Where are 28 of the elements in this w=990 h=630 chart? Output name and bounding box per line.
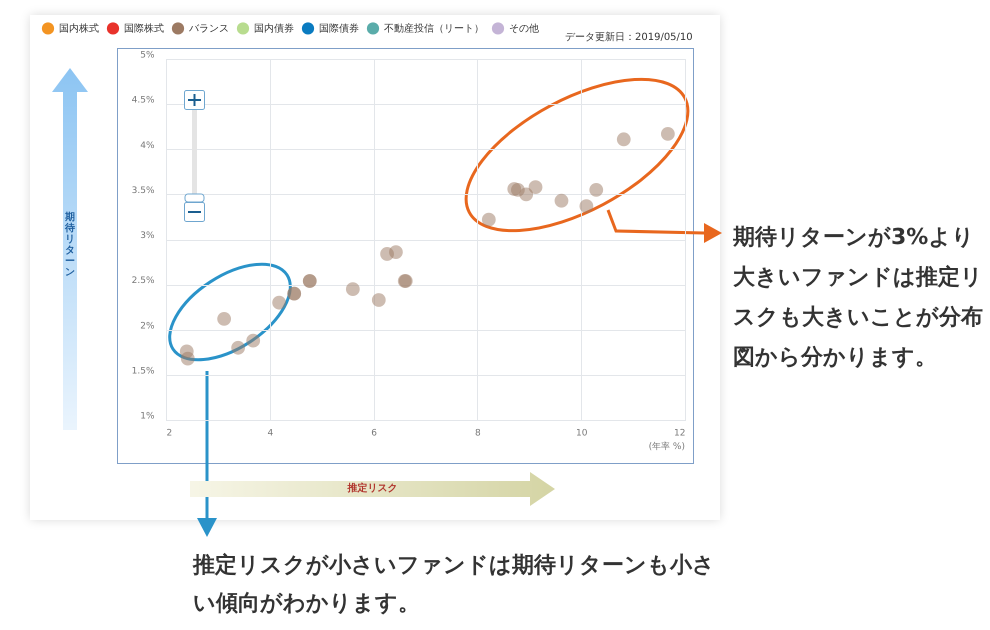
- y-tick-label: 3.5%: [132, 186, 155, 196]
- legend-label: 不動産投信（リート）: [384, 22, 484, 34]
- y-tick-label: 4.5%: [132, 96, 155, 106]
- x-axis-title: 推定リスク: [346, 481, 398, 495]
- legend-label: 国際債券: [319, 22, 359, 34]
- legend-label: 国内債券: [254, 22, 294, 34]
- x-tick-label: 2: [166, 428, 172, 438]
- x-tick-label: 10: [576, 428, 588, 438]
- y-tick-label: 4%: [140, 140, 155, 151]
- y-tick-label: 1%: [140, 412, 155, 422]
- y-tick-label: 2%: [140, 321, 155, 332]
- y-tick-label: 5%: [140, 50, 155, 60]
- x-tick-label: 8: [475, 428, 482, 438]
- x-tick-label: 4: [267, 428, 274, 438]
- legend-label: 国内株式: [59, 22, 99, 34]
- y-tick-label: 3%: [140, 231, 155, 241]
- text: 期待リターンが3%より大きいファンドは推定リスクも大きいことが分布図から分かります。: [733, 224, 984, 372]
- legend-label: その他: [509, 22, 539, 34]
- y-tick-label: 2.5%: [132, 276, 155, 286]
- text: 推定リスクが小さいファンドは期待リターンも小さい傾向がわかります。: [193, 552, 716, 618]
- x-tick-label: 12: [674, 428, 686, 438]
- legend-label: バランス: [188, 23, 229, 34]
- y-tick-label: 1.5%: [132, 366, 155, 376]
- text: (年率 %): [648, 440, 685, 453]
- x-tick-label: 6: [371, 428, 378, 438]
- legend-label: 国際株式: [124, 22, 164, 34]
- text: データ更新日：2019/05/10: [565, 30, 693, 44]
- text: 期待リターン: [64, 212, 76, 278]
